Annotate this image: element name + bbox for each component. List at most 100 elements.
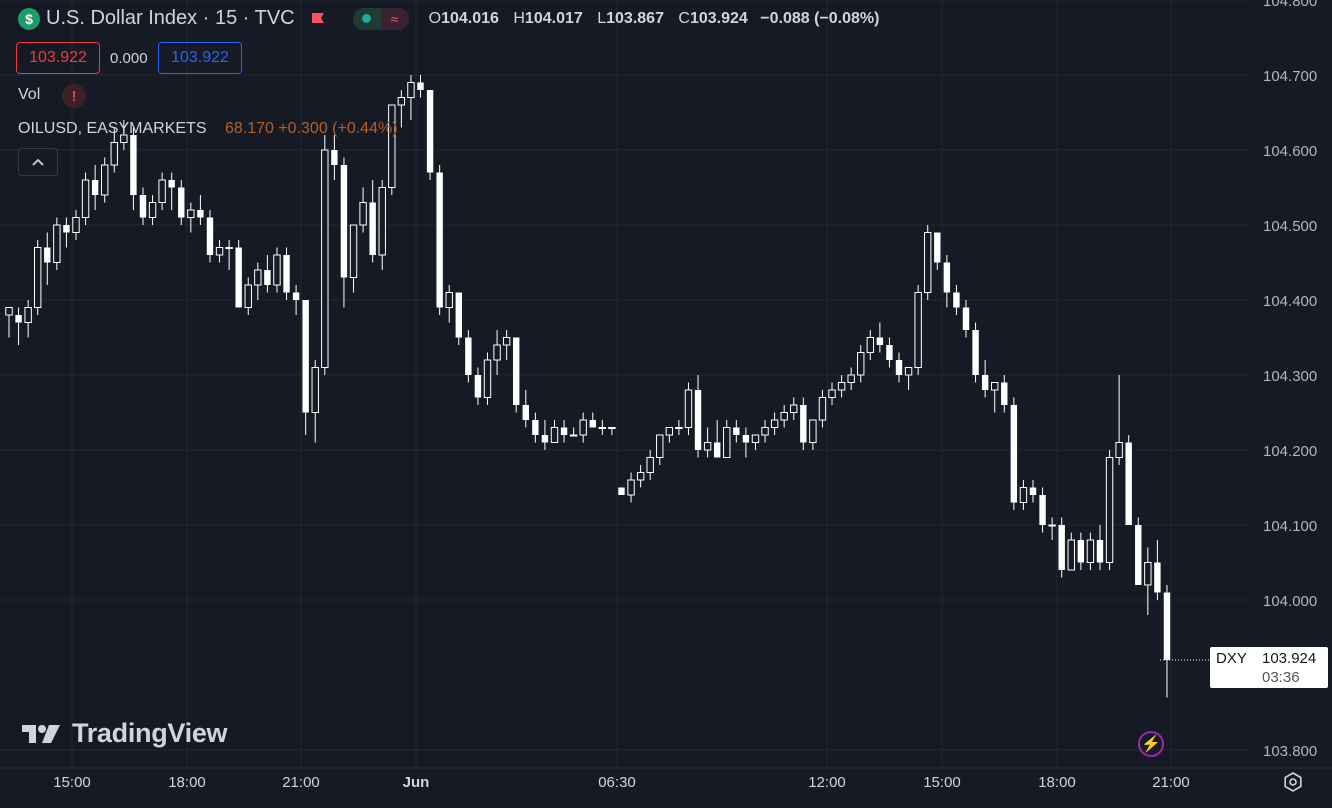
candle — [532, 412, 539, 443]
candle — [1058, 517, 1065, 578]
candle — [254, 262, 262, 300]
dollar-symbol-icon: $ — [18, 7, 40, 30]
candle — [369, 180, 376, 263]
x-tick-label: Jun — [403, 774, 430, 791]
candle — [1029, 480, 1037, 503]
y-tick-label: 104.700 — [1263, 68, 1317, 85]
candle — [34, 240, 42, 315]
candle — [837, 375, 846, 398]
tradingview-logo[interactable]: TradingView — [22, 718, 228, 749]
candle — [800, 397, 807, 450]
candle — [397, 90, 406, 128]
buy-price-button[interactable]: 103.922 — [158, 42, 242, 74]
candle — [235, 240, 242, 308]
candle — [522, 390, 529, 428]
y-tick-label: 103.800 — [1263, 743, 1317, 760]
candle — [895, 352, 903, 383]
close-value: 103.924 — [689, 9, 748, 27]
symbol-title[interactable]: U.S. Dollar Index · 15 · TVC — [46, 7, 295, 29]
candle — [1077, 532, 1085, 570]
candle — [1010, 397, 1018, 510]
candle — [924, 225, 932, 300]
candle — [1144, 547, 1152, 615]
candle — [761, 420, 769, 443]
candle — [953, 285, 960, 315]
candle — [991, 382, 999, 413]
settings-gear-icon[interactable] — [1283, 772, 1303, 792]
candle — [579, 412, 587, 443]
candle — [675, 420, 683, 435]
candle — [876, 322, 884, 353]
candle — [474, 367, 482, 405]
spread-value: 0.000 — [110, 49, 148, 67]
collapse-legend-button[interactable] — [18, 148, 58, 176]
candle — [656, 434, 664, 465]
candle — [187, 202, 195, 233]
change-value: −0.088 (−0.08%) — [760, 9, 880, 27]
candle — [1135, 517, 1142, 585]
candle — [1163, 585, 1171, 698]
candle — [618, 487, 625, 495]
candle — [24, 300, 32, 338]
candle — [417, 75, 424, 98]
candle — [197, 195, 204, 225]
candle — [321, 135, 329, 375]
candle — [81, 172, 90, 225]
x-tick-label: 21:00 — [282, 774, 320, 791]
chart-header: $ U.S. Dollar Index · 15 · TVC ≈ O104.01… — [18, 7, 879, 30]
candle — [943, 255, 951, 308]
x-tick-label: 15:00 — [53, 774, 91, 791]
candle — [770, 412, 779, 435]
candle — [1125, 435, 1132, 525]
red-flag-icon[interactable] — [311, 12, 325, 26]
candle — [713, 420, 721, 458]
candle — [426, 90, 434, 180]
candle — [206, 210, 214, 263]
x-tick-label: 15:00 — [923, 774, 961, 791]
candle — [53, 217, 61, 270]
candle — [981, 360, 989, 398]
candle — [733, 420, 740, 443]
sell-price-button[interactable]: 103.922 — [16, 42, 100, 74]
ohlc-values: O104.016 H104.017 L103.867 C103.924 −0.0… — [429, 10, 880, 28]
candle — [646, 450, 654, 480]
candle — [5, 307, 13, 338]
high-value: 104.017 — [524, 9, 583, 27]
candle — [703, 427, 712, 458]
candle — [934, 232, 941, 270]
candle — [63, 217, 70, 248]
candle — [723, 420, 731, 458]
candle — [91, 165, 99, 210]
candle — [751, 434, 760, 450]
candle — [1115, 375, 1123, 465]
market-status-pill[interactable]: ≈ — [352, 7, 409, 30]
candle — [1105, 450, 1114, 570]
candle — [513, 337, 520, 413]
candle — [244, 277, 252, 315]
warning-icon[interactable]: ! — [62, 84, 86, 108]
candle — [292, 285, 300, 315]
candle — [962, 300, 970, 338]
delayed-data-icon: ≈ — [380, 7, 409, 30]
lightning-icon[interactable]: ⚡ — [1138, 731, 1164, 757]
x-tick-label: 21:00 — [1152, 774, 1190, 791]
candle — [1067, 532, 1075, 571]
candle — [465, 330, 472, 383]
candle — [818, 390, 827, 428]
y-tick-label: 104.300 — [1263, 368, 1317, 385]
candle — [972, 322, 979, 383]
candle — [809, 419, 817, 450]
volume-indicator-label[interactable]: Vol — [18, 86, 41, 103]
x-tick-label: 12:00 — [808, 774, 846, 791]
oil-overlay-legend[interactable]: OILUSD, EASYMARKETS 68.170 +0.300 (+0.44… — [18, 120, 398, 138]
candle — [1039, 487, 1046, 533]
candle — [178, 180, 185, 225]
candle — [445, 285, 453, 323]
candle — [139, 187, 147, 225]
candle — [541, 420, 549, 450]
candle — [665, 427, 674, 443]
candle — [120, 120, 128, 150]
close-label: C — [678, 9, 690, 27]
overlay-value: 68.170 +0.300 (+0.44%) — [224, 120, 398, 137]
